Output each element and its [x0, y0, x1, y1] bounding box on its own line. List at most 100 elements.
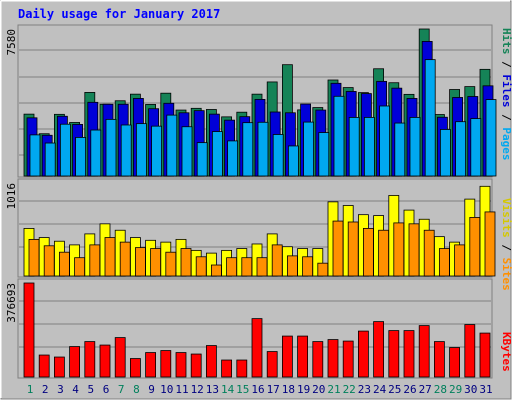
bar-pages-day-30: [470, 118, 482, 177]
bar-sites-day-27: [423, 229, 435, 277]
bar-sites-day-28: [438, 248, 450, 277]
bar-kbytes-day-17: [266, 351, 278, 378]
x-tick-label-31: 31: [479, 383, 492, 396]
bar-kbytes-day-11: [175, 352, 187, 378]
bar-kbytes-day-26: [403, 330, 415, 378]
x-tick-label-30: 30: [464, 383, 477, 396]
bar-pages-day-15: [242, 122, 254, 177]
legend-pages: Pages: [500, 127, 512, 160]
x-tick-label-3: 3: [57, 383, 64, 396]
bar-pages-day-12: [196, 142, 208, 177]
bar-sites-day-6: [104, 237, 116, 277]
bar-pages-day-20: [318, 132, 330, 177]
bar-pages-day-29: [455, 121, 467, 177]
bar-sites-day-30: [469, 217, 481, 277]
x-tick-label-14: 14: [221, 383, 235, 396]
x-tick-label-21: 21: [327, 383, 340, 396]
bar-sites-day-21: [332, 220, 344, 277]
x-tick-label-2: 2: [42, 383, 49, 396]
bar-kbytes-day-14: [221, 359, 233, 378]
bar-pages-day-9: [151, 125, 163, 177]
bar-kbytes-day-13: [205, 345, 217, 378]
x-tick-label-16: 16: [251, 383, 264, 396]
legend-panel-2: Visits / Sites: [500, 198, 512, 291]
bar-sites-day-20: [317, 262, 329, 277]
bar-kbytes-day-12: [190, 353, 202, 378]
bar-pages-day-10: [166, 114, 178, 177]
bar-pages-day-1: [29, 134, 41, 177]
bar-sites-day-24: [378, 229, 390, 277]
bar-pages-day-6: [105, 118, 117, 177]
x-tick-label-9: 9: [148, 383, 155, 396]
bar-kbytes-day-2: [38, 354, 50, 378]
bar-kbytes-day-5: [84, 341, 96, 378]
x-tick-label-11: 11: [175, 383, 188, 396]
bar-kbytes-day-25: [388, 330, 400, 378]
bar-pages-day-27: [424, 59, 436, 177]
legend-kbytes: KBytes: [500, 332, 512, 372]
x-tick-label-8: 8: [133, 383, 140, 396]
x-tick-label-5: 5: [87, 383, 94, 396]
bar-sites-day-22: [347, 221, 359, 277]
bar-kbytes-day-9: [145, 352, 157, 378]
x-tick-label-6: 6: [103, 383, 110, 396]
bar-pages-day-31: [485, 99, 497, 177]
bar-kbytes-day-24: [373, 321, 385, 378]
bar-pages-day-21: [333, 95, 345, 177]
bar-kbytes-day-4: [69, 346, 80, 378]
bar-pages-day-5: [90, 129, 102, 177]
bar-sites-day-15: [241, 257, 253, 277]
x-tick-label-25: 25: [388, 383, 401, 396]
x-tick-label-10: 10: [160, 383, 173, 396]
panel-3-frame: [17, 278, 493, 379]
legend-panel-1: Hits / Files / Pages: [500, 28, 512, 161]
bar-kbytes-day-19: [297, 335, 309, 378]
bar-sites-day-26: [408, 223, 420, 277]
bar-kbytes-day-27: [418, 325, 430, 378]
bar-sites-day-14: [226, 257, 238, 277]
bar-kbytes-day-20: [312, 341, 324, 378]
bar-kbytes-day-23: [357, 330, 369, 378]
legend-files: Files: [500, 74, 512, 107]
bar-sites-day-23: [362, 228, 374, 277]
bar-sites-day-11: [180, 248, 192, 277]
bar-pages-day-11: [181, 126, 193, 177]
legend-visits: Visits: [500, 198, 512, 238]
x-tick-label-13: 13: [206, 383, 219, 396]
x-tick-label-22: 22: [343, 383, 356, 396]
x-tick-label-26: 26: [403, 383, 416, 396]
bar-pages-day-2: [44, 142, 56, 177]
bar-kbytes-day-8: [129, 358, 141, 378]
bar-sites-day-18: [286, 255, 298, 277]
bar-kbytes-day-30: [464, 324, 476, 378]
x-tick-label-24: 24: [373, 383, 387, 396]
x-tick-label-27: 27: [419, 383, 432, 396]
bar-sites-day-17: [271, 244, 283, 277]
bar-sites-day-25: [393, 222, 405, 277]
bar-kbytes-day-21: [327, 339, 339, 378]
bar-kbytes-day-1: [23, 282, 35, 378]
bar-kbytes-day-28: [433, 341, 445, 378]
x-tick-label-12: 12: [191, 383, 204, 396]
bar-kbytes-day-16: [251, 318, 263, 378]
bar-pages-day-14: [227, 140, 239, 177]
x-tick-label-19: 19: [297, 383, 310, 396]
legend-sites: Sites: [500, 258, 512, 291]
bar-kbytes-day-15: [236, 359, 248, 378]
bar-sites-day-7: [119, 241, 131, 277]
x-tick-label-20: 20: [312, 383, 325, 396]
bar-pages-day-28: [439, 129, 451, 177]
bar-kbytes-day-3: [54, 356, 65, 378]
bar-pages-day-19: [303, 121, 315, 177]
x-tick-label-18: 18: [282, 383, 295, 396]
bar-pages-day-17: [272, 134, 284, 177]
x-tick-label-17: 17: [267, 383, 280, 396]
bar-kbytes-day-18: [281, 335, 293, 378]
bar-sites-day-13: [210, 264, 222, 277]
bar-pages-day-25: [394, 122, 406, 177]
bar-pages-day-13: [211, 131, 223, 177]
x-tick-label-7: 7: [118, 383, 125, 396]
bar-sites-day-5: [89, 244, 101, 277]
panel-2-ymax-label: 1016: [5, 183, 18, 210]
bar-pages-day-8: [135, 123, 147, 177]
